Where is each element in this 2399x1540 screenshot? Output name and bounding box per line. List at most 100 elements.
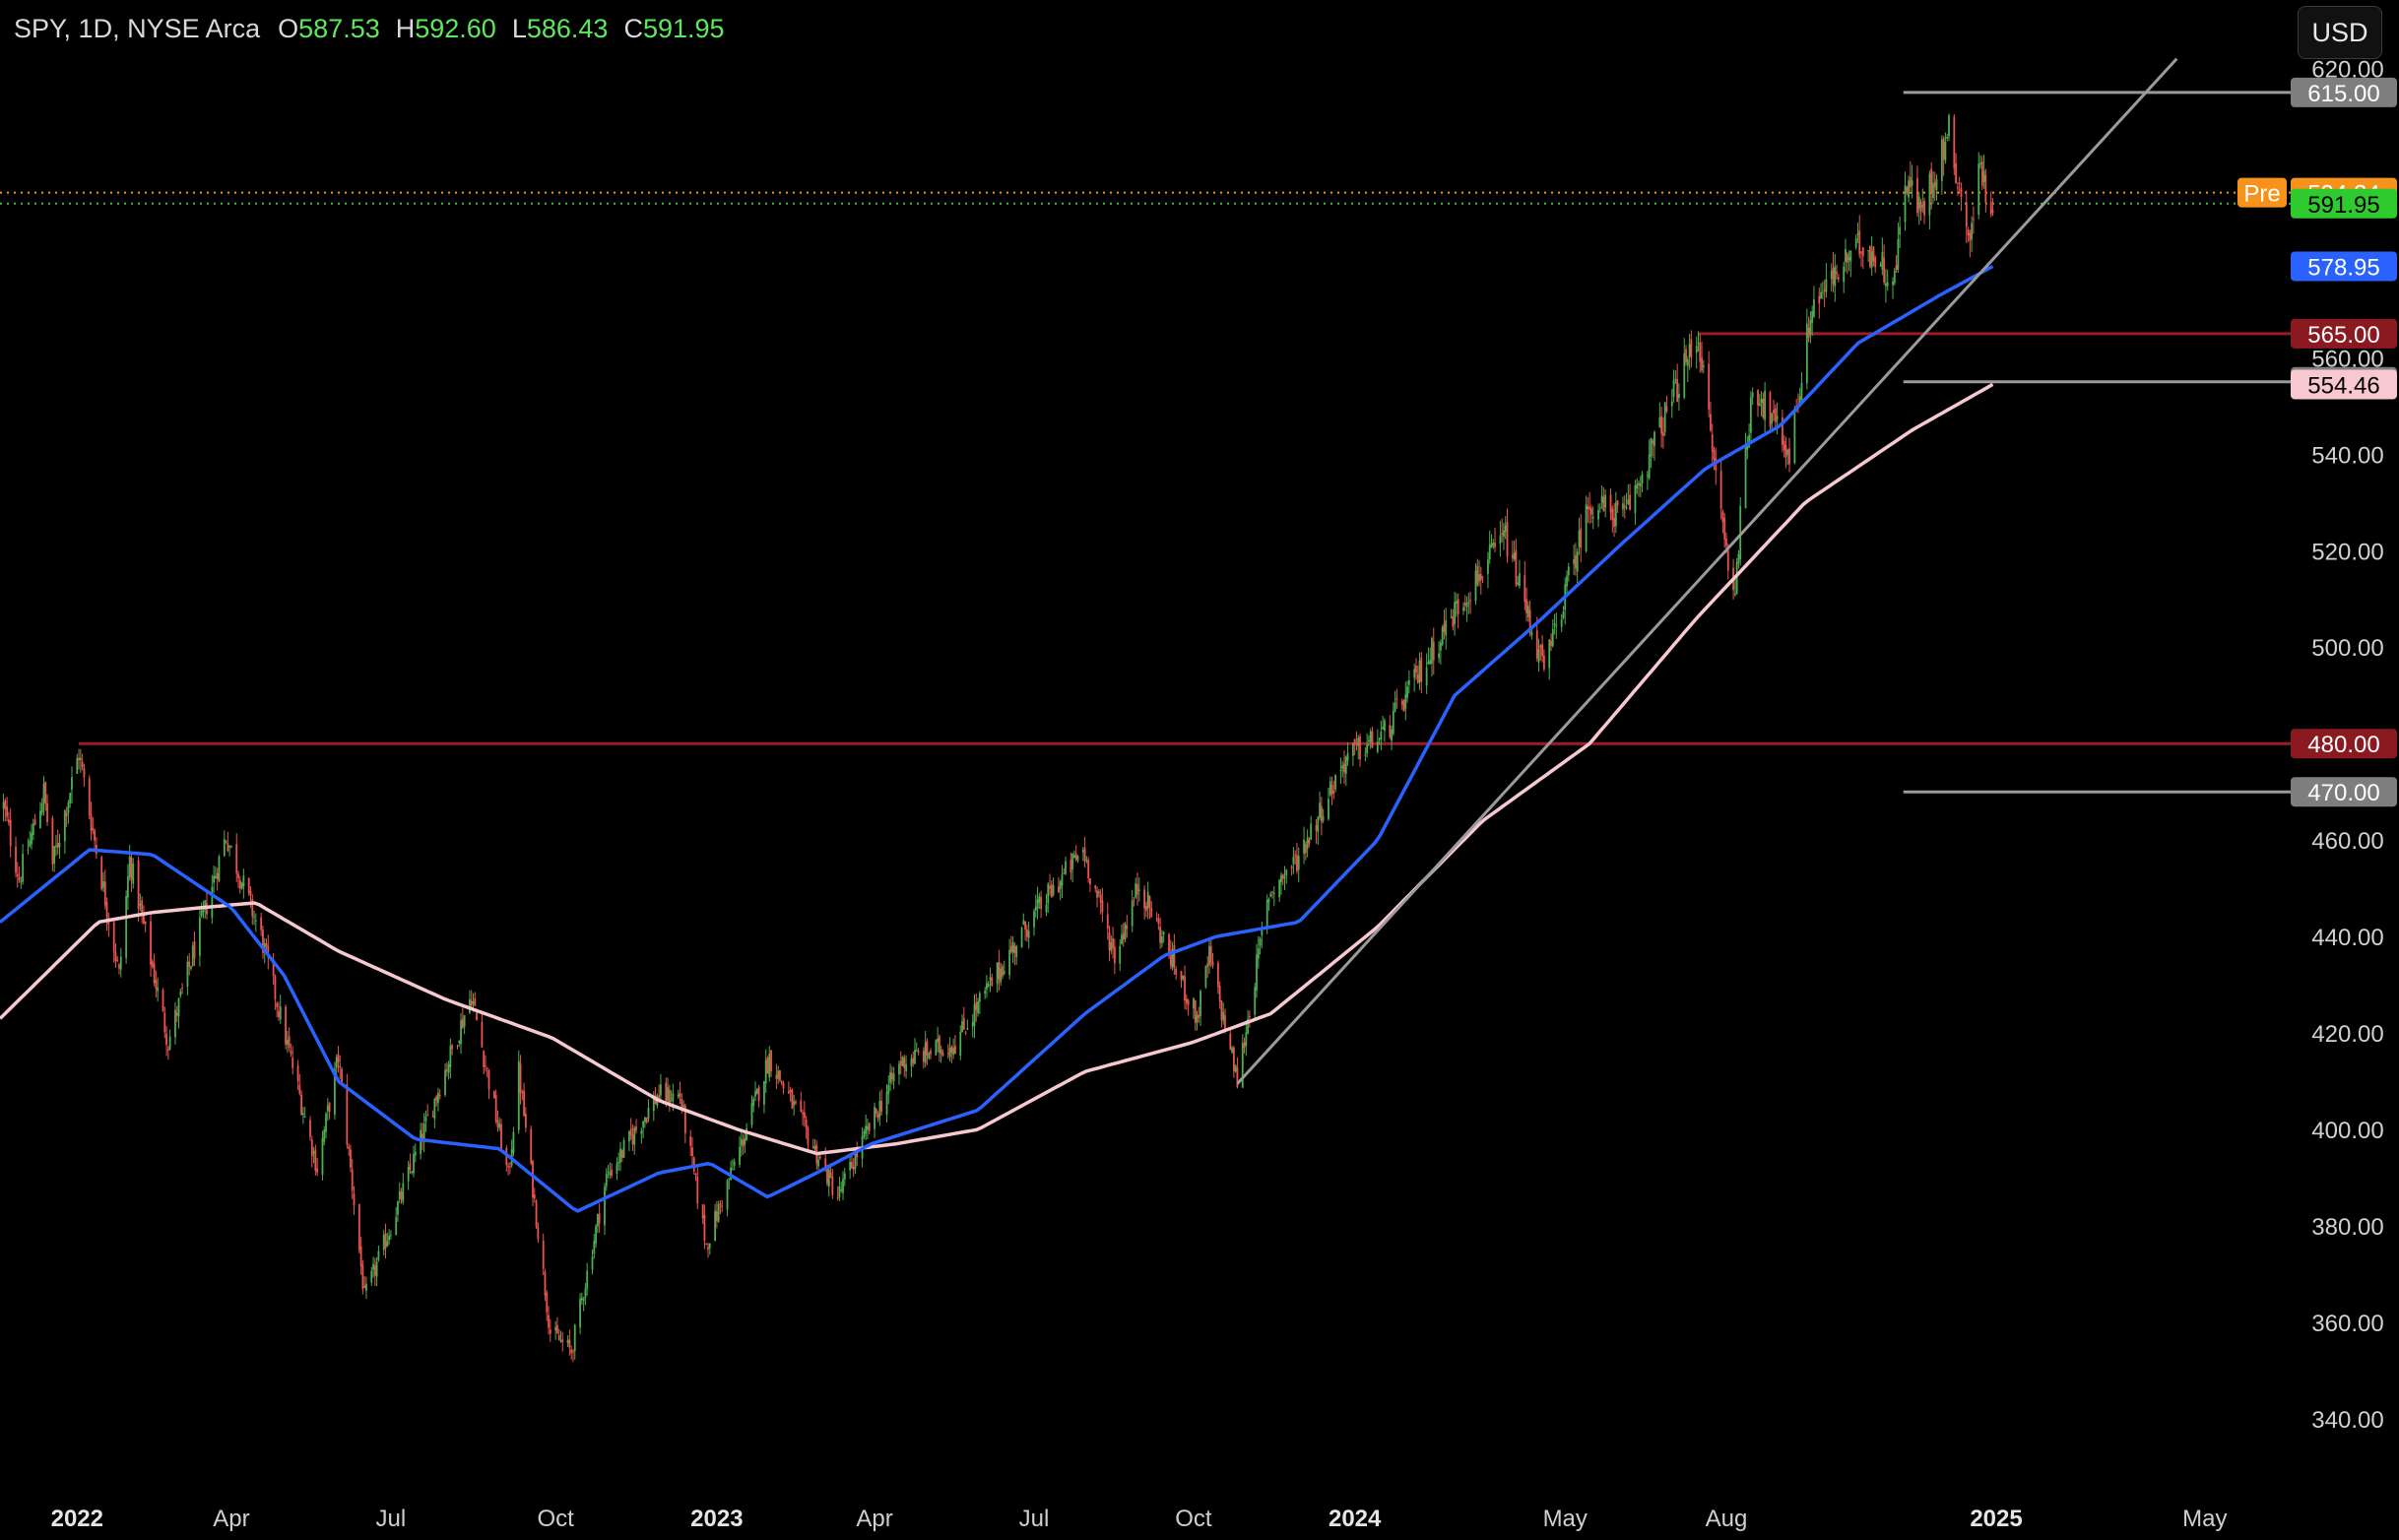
candle <box>905 1055 907 1079</box>
candle <box>1813 286 1815 319</box>
candle <box>65 806 68 827</box>
candle <box>1059 879 1062 901</box>
candle <box>885 1084 888 1123</box>
candle <box>411 1170 414 1175</box>
time-tick-label: Jul <box>1019 1506 1050 1532</box>
level-price-tag[interactable]: 565.00 <box>2291 318 2397 349</box>
level-price-tag[interactable]: 480.00 <box>2291 729 2397 759</box>
candle <box>1198 1006 1200 1023</box>
close-label: C <box>623 14 643 43</box>
horizontal-levels <box>0 91 2291 794</box>
candle <box>251 894 254 926</box>
currency-button[interactable]: USD <box>2298 6 2382 59</box>
candle <box>386 1232 389 1248</box>
candle <box>53 846 56 872</box>
candle <box>351 1158 354 1199</box>
candle <box>1085 856 1088 864</box>
candle <box>496 1110 499 1132</box>
candle <box>310 1135 313 1168</box>
candle <box>1110 935 1113 955</box>
candle <box>1906 185 1909 196</box>
candle <box>424 1110 427 1132</box>
candle <box>237 870 239 889</box>
candle <box>1450 609 1453 619</box>
candle <box>1469 591 1472 614</box>
candle <box>1034 894 1037 918</box>
candle <box>642 1121 645 1138</box>
candle <box>193 931 196 966</box>
candle <box>1911 164 1913 199</box>
candle <box>1867 250 1870 263</box>
low-value: 586.43 <box>526 14 609 43</box>
candle <box>69 792 72 808</box>
candle <box>55 834 57 857</box>
candle <box>542 1233 545 1276</box>
symbol-line[interactable]: SPY, 1D, NYSE Arca <box>14 14 261 43</box>
candle <box>505 1144 508 1172</box>
time-axis[interactable]: 2022 Apr Jul Oct 2023 Apr Jul Oct 2024 May Aug 2025… <box>51 1506 2228 1532</box>
price-axis[interactable]: 620.00560.00540.00520.00500.00460.00440.… <box>2237 56 2397 1434</box>
candle <box>1328 787 1329 821</box>
candle <box>103 869 106 910</box>
candle <box>517 1050 520 1134</box>
candle <box>1537 638 1540 673</box>
trendline-line[interactable] <box>1236 57 2178 1085</box>
candle <box>348 1143 351 1157</box>
candle <box>1366 733 1369 758</box>
candle <box>326 1098 329 1122</box>
candle <box>1162 930 1165 943</box>
candle <box>1650 437 1653 469</box>
candle <box>445 1061 448 1077</box>
candle <box>964 1030 967 1036</box>
price-tag[interactable]: 578.95 <box>2291 251 2397 282</box>
candle <box>168 1029 171 1051</box>
candle <box>288 1027 291 1052</box>
candle <box>1304 841 1307 861</box>
candle <box>1746 435 1749 460</box>
candle <box>1885 268 1887 303</box>
candle <box>39 802 41 829</box>
candle <box>1368 735 1370 747</box>
candle <box>708 1243 711 1255</box>
time-tick-label: 2025 <box>1970 1506 2022 1532</box>
candle <box>1479 566 1482 595</box>
candle <box>1660 406 1663 448</box>
candle <box>1598 503 1601 513</box>
price-tag-label: 615.00 <box>2307 81 2379 107</box>
premarket-tag: Pre <box>2237 177 2287 208</box>
candle <box>1232 1046 1235 1078</box>
candle <box>1715 447 1718 485</box>
candle <box>1193 996 1195 1019</box>
candle <box>721 1199 724 1213</box>
candle <box>519 1055 522 1105</box>
candle <box>1639 476 1642 498</box>
candle <box>971 1013 974 1038</box>
candle <box>1623 494 1626 519</box>
candle <box>831 1168 834 1199</box>
candle <box>426 1104 429 1117</box>
candle <box>910 1054 913 1077</box>
candle <box>803 1101 806 1127</box>
price-tick-label: 500.00 <box>2311 635 2383 662</box>
level-price-tag[interactable]: 470.00 <box>2291 777 2397 807</box>
trendline[interactable] <box>1236 57 2178 1085</box>
price-tag[interactable]: 554.46 <box>2291 369 2397 400</box>
candle <box>216 867 219 891</box>
candle <box>22 844 25 885</box>
premarket-label: Pre <box>2243 181 2280 208</box>
candle <box>260 912 263 936</box>
candle <box>763 1080 765 1114</box>
candle <box>593 1233 596 1259</box>
candle <box>211 874 214 925</box>
candle <box>449 1038 452 1079</box>
level-price-tag[interactable]: 615.00 <box>2291 77 2397 107</box>
candle <box>849 1153 852 1180</box>
candle <box>570 1345 573 1360</box>
candle <box>118 962 120 975</box>
candle <box>1504 516 1507 540</box>
candle <box>40 798 43 816</box>
candle <box>1487 551 1489 589</box>
price-tag[interactable]: 591.95 <box>2291 188 2397 219</box>
candle <box>922 1047 925 1069</box>
